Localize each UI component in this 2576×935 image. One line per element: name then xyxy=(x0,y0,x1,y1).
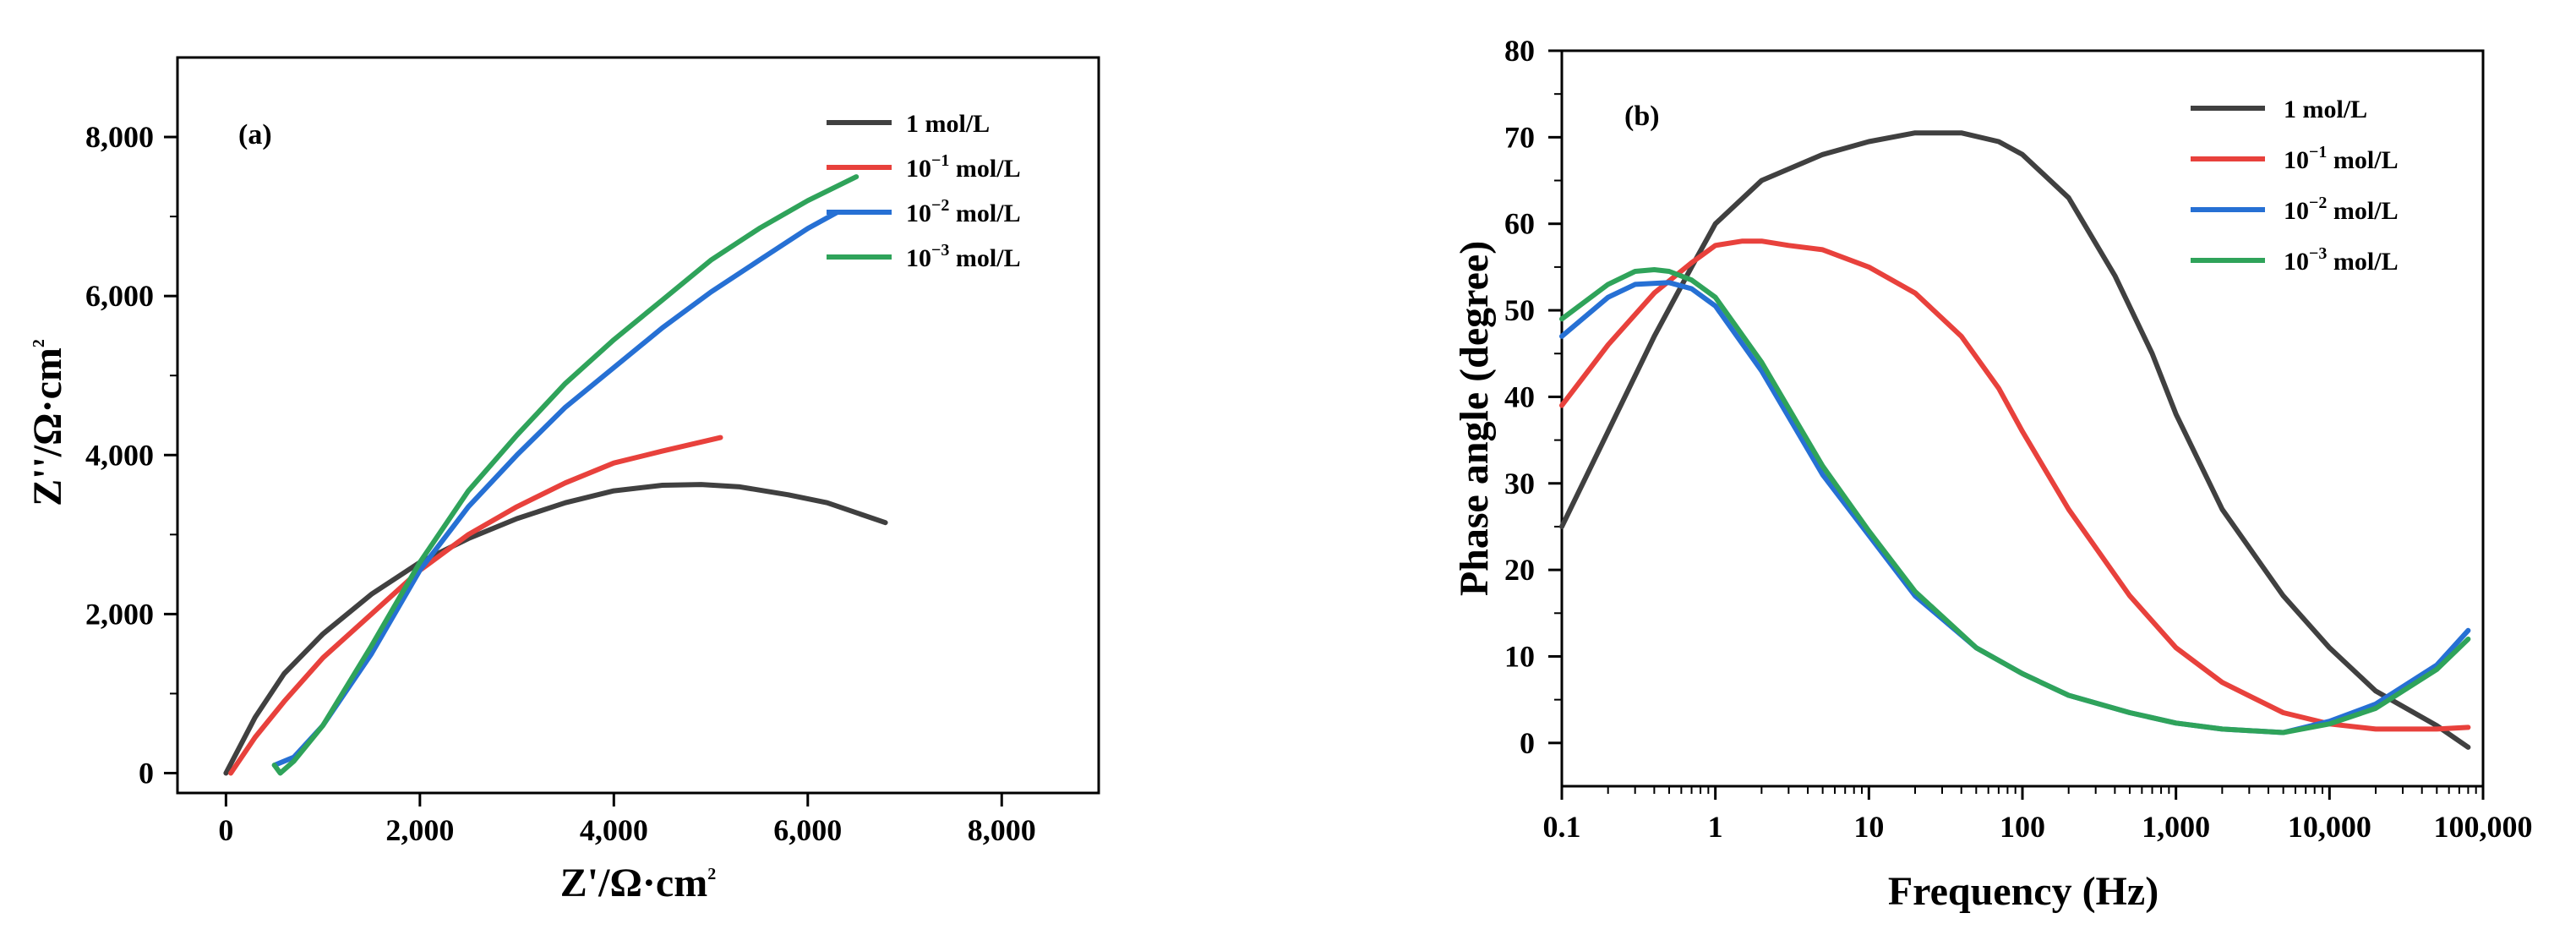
y-tick-label: 20 xyxy=(1504,553,1535,587)
legend-label-3: 10−2 mol/L xyxy=(2284,194,2399,225)
chart-b-panel-label: (b) xyxy=(1624,101,1660,132)
chart-a-x-ticks: 0 2,000 4,000 6,000 8,000 xyxy=(218,793,1036,847)
chart-a-panel-label: (a) xyxy=(238,119,272,150)
y-tick-label: 70 xyxy=(1504,120,1535,154)
chart-a-x-label: Z'/Ω·cm2 xyxy=(560,861,716,905)
chart-b-y-ticks: 0 10 20 30 40 50 60 70 80 xyxy=(1504,34,1562,760)
y-tick-label: 6,000 xyxy=(85,279,154,313)
x-tick-label: 10 xyxy=(1853,810,1884,844)
legend-label-1: 1 mol/L xyxy=(906,110,990,138)
chart-b-x-label: Frequency (Hz) xyxy=(1888,869,2158,914)
series-line-2 xyxy=(228,435,723,776)
series-line-4 xyxy=(271,174,860,776)
chart-a-legend: 1 mol/L 10−1 mol/L 10−2 mol/L 10−3 mol/L xyxy=(827,110,1021,272)
x-tick-label: 100 xyxy=(2000,810,2045,844)
x-tick-label: 0 xyxy=(218,813,233,847)
series-line-1 xyxy=(1559,130,2471,750)
chart-a-frame xyxy=(176,56,1100,795)
y-tick-label: 10 xyxy=(1504,639,1535,673)
chart-b-legend: 1 mol/L 10−1 mol/L 10−2 mol/L 10−3 mol/L xyxy=(2191,96,2399,276)
series-line-1 xyxy=(223,482,888,776)
chart-b-y-label: Phase angle (degree) xyxy=(1452,241,1497,596)
chart-a-y-label: Z''/Ω·cm2 xyxy=(25,339,70,506)
x-tick-label: 0.1 xyxy=(1543,810,1581,844)
series-line-4 xyxy=(1559,267,2471,735)
legend-label-3: 10−2 mol/L xyxy=(906,196,1021,227)
x-tick-label: 8,000 xyxy=(968,813,1036,847)
y-tick-label: 30 xyxy=(1504,467,1535,500)
legend-label-2: 10−1 mol/L xyxy=(2284,143,2399,174)
legend-label-1: 1 mol/L xyxy=(2284,96,2367,123)
y-tick-label: 0 xyxy=(1520,726,1535,760)
series-line-2 xyxy=(1559,238,2471,732)
y-tick-label: 80 xyxy=(1504,34,1535,68)
legend-label-4: 10−3 mol/L xyxy=(906,241,1021,272)
y-tick-label: 40 xyxy=(1504,380,1535,413)
y-tick-label: 0 xyxy=(139,756,154,790)
y-tick-label: 50 xyxy=(1504,293,1535,327)
chart-b-series xyxy=(1559,130,2471,750)
x-tick-label: 1 xyxy=(1708,810,1723,844)
legend-label-4: 10−3 mol/L xyxy=(2284,244,2399,276)
y-tick-label: 4,000 xyxy=(85,438,154,472)
chart-a: (a) 0 2,000 4,000 6,000 8,000 0 2,000 4,000 6,0… xyxy=(25,56,1100,905)
chart-a-series xyxy=(223,174,888,776)
x-tick-label: 1,000 xyxy=(2142,810,2210,844)
x-tick-label: 4,000 xyxy=(580,813,648,847)
x-tick-label: 10,000 xyxy=(2288,810,2371,844)
series-line-3 xyxy=(1559,280,2471,735)
y-tick-label: 8,000 xyxy=(85,120,154,154)
chart-a-y-ticks: 0 2,000 4,000 6,000 8,000 xyxy=(85,120,177,790)
legend-label-2: 10−1 mol/L xyxy=(906,151,1021,183)
chart-b: (b) 0.1 1 10 100 1,000 10,000 100,000 0 10 20 30 4… xyxy=(1452,34,2533,914)
chart-b-x-ticks: 0.1 1 10 100 1,000 10,000 100,000 xyxy=(1543,786,2533,844)
x-tick-label: 6,000 xyxy=(773,813,842,847)
y-tick-label: 60 xyxy=(1504,207,1535,241)
x-tick-label: 2,000 xyxy=(385,813,454,847)
x-tick-label: 100,000 xyxy=(2434,810,2533,844)
y-tick-label: 2,000 xyxy=(85,597,154,631)
